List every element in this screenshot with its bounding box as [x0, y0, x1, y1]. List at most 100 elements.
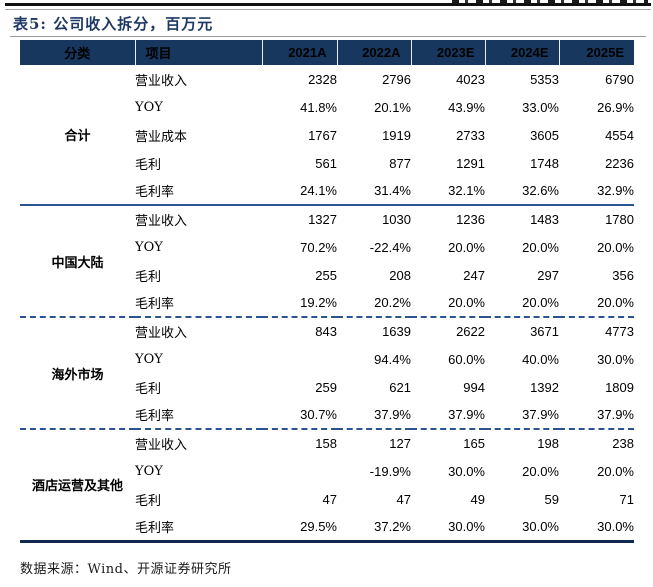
category-cell: 合计: [64, 129, 91, 144]
value-cell: 2796: [382, 71, 411, 87]
value-cell: 2236: [605, 155, 634, 171]
value-cell: 1236: [456, 212, 485, 227]
value-cell: 31.4%: [374, 183, 411, 198]
value-cell: 3671: [530, 324, 559, 339]
value-cell: 20.0%: [522, 463, 559, 479]
value-cell: 20.0%: [597, 463, 634, 479]
item-cell: 毛利率: [135, 185, 175, 200]
table-section: 海外市场 营业收入 843 1639 2622 3671 4773 YOY 94.4% 60.0%…: [20, 317, 634, 429]
table-row: 酒店运营及其他 营业收入 158 127 165 198 238: [20, 429, 634, 494]
value-cell: 1483: [530, 212, 559, 227]
value-cell: 33.0%: [522, 99, 559, 115]
column-header-2: 2021A: [261, 40, 337, 65]
value-cell: 158: [315, 436, 337, 451]
value-cell: 127: [389, 436, 411, 451]
page-header-rule-thin: [5, 8, 651, 10]
table-section: 酒店运营及其他 营业收入 158 127 165 198 238 YOY -19.9% 30.0%…: [20, 429, 634, 541]
value-cell: 37.9%: [374, 407, 411, 422]
table-row: 毛利率 30.7% 37.9% 37.9% 37.9% 37.9%: [20, 401, 634, 429]
value-cell: 1392: [530, 379, 559, 395]
table-row: YOY 94.4% 60.0% 40.0% 30.0%: [20, 345, 634, 373]
table-row: YOY 70.2% -22.4% 20.0% 20.0% 20.0%: [20, 233, 634, 261]
value-cell: 71: [619, 491, 634, 507]
value-cell: 20.2%: [374, 295, 411, 310]
data-source: 数据来源：Wind、开源证券研究所: [20, 562, 232, 577]
table-row: 毛利率 24.1% 31.4% 32.1% 32.6% 32.9%: [20, 177, 634, 205]
column-header-4: 2023E: [410, 40, 485, 65]
revenue-breakdown-table: 分类 项目 2021A 2022A 2023E 2024E 2025E 合计 营业收入 2328…: [20, 40, 634, 543]
value-cell: 30.0%: [522, 518, 559, 534]
column-header-5: 2024E: [484, 40, 559, 65]
clipped-header-text-fragments: [452, 0, 648, 3]
value-cell: 1030: [382, 212, 411, 227]
table-row: YOY -19.9% 30.0% 20.0% 20.0%: [20, 457, 634, 485]
table-section: 合计 营业收入 2328 2796 4023 5353 6790 YOY 41.8% 20.1% 4…: [20, 65, 634, 205]
title-underline: [10, 36, 646, 37]
category-cell: 海外市场: [51, 367, 104, 383]
value-cell: 24.1%: [300, 183, 337, 198]
value-cell: 3605: [530, 127, 559, 143]
value-cell: 2733: [456, 127, 485, 143]
value-cell: 40.0%: [522, 351, 559, 367]
value-cell: -19.9%: [369, 463, 411, 479]
value-cell: 70.2%: [300, 239, 337, 255]
item-cell: 毛利: [135, 157, 162, 173]
table-row: 毛利 255 208 247 297 356: [20, 261, 634, 289]
value-cell: 2328: [308, 71, 337, 87]
value-cell: 49: [470, 491, 485, 507]
column-header-3: 2022A: [336, 40, 411, 65]
value-cell: 37.9%: [522, 407, 559, 422]
item-cell: YOY: [135, 99, 163, 115]
page-header-rule: [5, 3, 651, 6]
value-cell: 247: [463, 267, 485, 283]
item-cell: 营业收入: [135, 73, 188, 89]
value-cell: 20.0%: [448, 295, 485, 310]
table-row: 毛利率 29.5% 37.2% 30.0% 30.0% 30.0%: [20, 513, 634, 541]
value-cell: 20.0%: [597, 239, 634, 255]
value-cell: 1780: [605, 212, 634, 227]
category-cell: 中国大陆: [51, 255, 104, 271]
value-cell: 60.0%: [448, 351, 485, 367]
value-cell: 198: [537, 436, 559, 451]
item-cell: 毛利: [135, 269, 162, 285]
value-cell: 259: [315, 379, 337, 395]
value-cell: 29.5%: [300, 518, 337, 534]
value-cell: 4773: [605, 324, 634, 339]
value-cell: 26.9%: [597, 99, 634, 115]
value-cell: -22.4%: [369, 239, 411, 255]
value-cell: 1639: [382, 324, 411, 339]
value-cell: 47: [322, 491, 337, 507]
value-cell: 19.2%: [300, 295, 337, 310]
table-row: YOY 41.8% 20.1% 43.9% 33.0% 26.9%: [20, 93, 634, 121]
value-cell: 20.1%: [374, 99, 411, 115]
value-cell: 843: [315, 324, 337, 339]
item-cell: 毛利率: [135, 297, 175, 312]
value-cell: 30.7%: [300, 407, 337, 422]
value-cell: 59: [544, 491, 559, 507]
table-row: 中国大陆 营业收入 1327 1030 1236 1483 1780: [20, 205, 634, 271]
value-cell: 1809: [605, 379, 634, 395]
value-cell: 994: [463, 379, 485, 395]
value-cell: 30.0%: [597, 518, 634, 534]
item-cell: 营业收入: [135, 214, 188, 229]
category-cell: 酒店运营及其他: [31, 479, 123, 495]
item-cell: 营业收入: [135, 438, 188, 453]
value-cell: 37.9%: [448, 407, 485, 422]
value-cell: 6790: [605, 71, 634, 87]
value-cell: 43.9%: [448, 99, 485, 115]
column-header-6: 2025E: [558, 40, 634, 65]
value-cell: 877: [389, 155, 411, 171]
value-cell: 561: [315, 155, 337, 171]
value-cell: 4554: [605, 127, 634, 143]
value-cell: 297: [537, 267, 559, 283]
value-cell: 238: [612, 436, 634, 451]
value-cell: 4023: [456, 71, 485, 87]
value-cell: 208: [389, 267, 411, 283]
value-cell: 41.8%: [300, 99, 337, 115]
value-cell: 1748: [530, 155, 559, 171]
value-cell: 5353: [530, 71, 559, 87]
value-cell: 20.0%: [522, 295, 559, 310]
item-cell: YOY: [135, 351, 163, 367]
table-row: 毛利 47 47 49 59 71: [20, 485, 634, 513]
value-cell: 20.0%: [448, 239, 485, 255]
